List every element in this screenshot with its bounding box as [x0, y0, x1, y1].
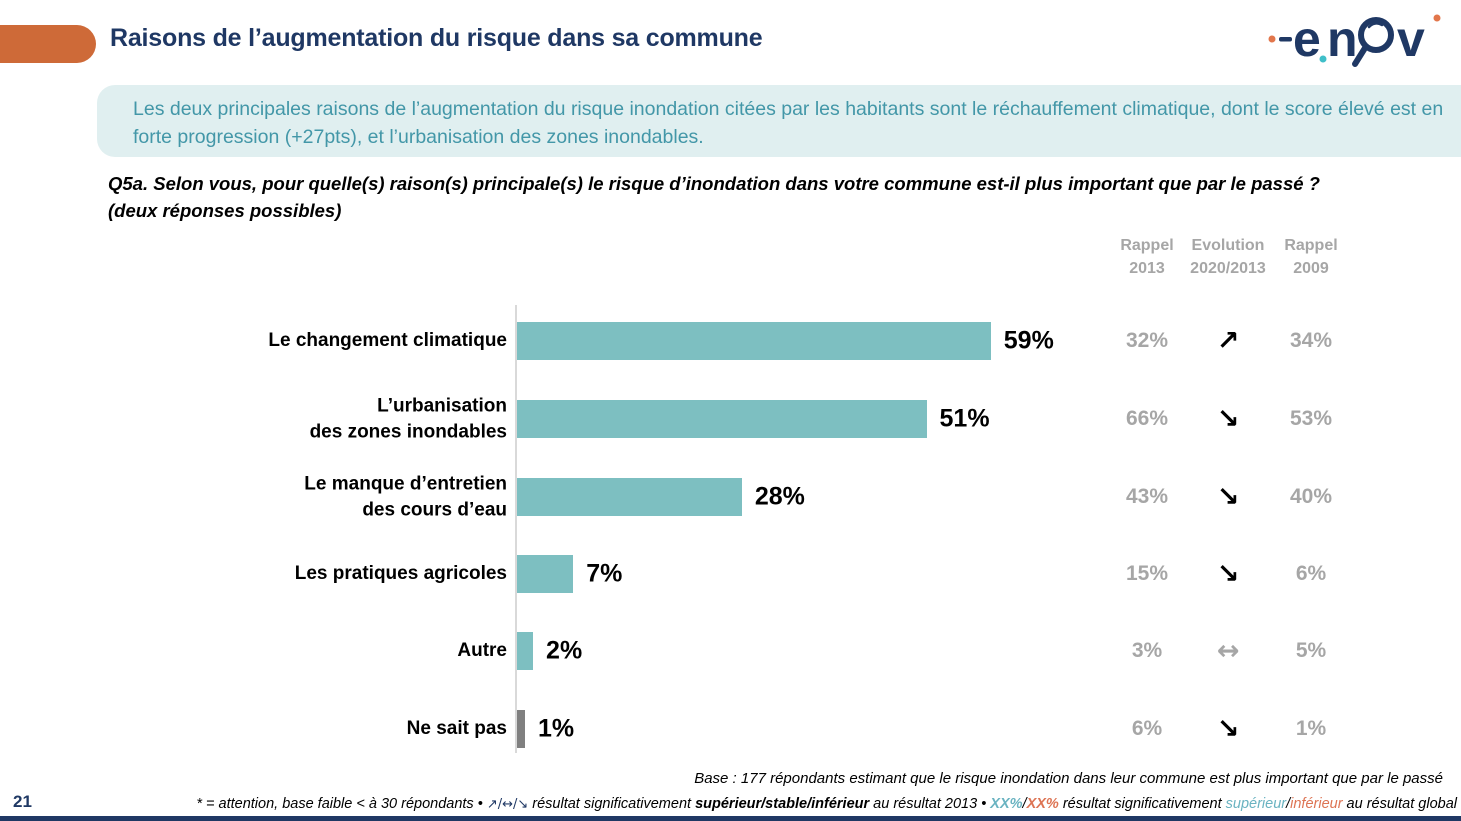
rappel-2013-value: 6% — [1131, 717, 1163, 740]
evolution-down-arrow-icon: ↘ — [1216, 558, 1240, 590]
footnote-superieur: supérieur — [1225, 796, 1287, 812]
rappel-2009-value: 6% — [1295, 562, 1327, 585]
rappel-2009-value: 53% — [1289, 407, 1333, 430]
footnote-bold: supérieur/stable/inférieur — [695, 796, 870, 812]
question-line1: Q5a. Selon vous, pour quelle(s) raison(s… — [108, 173, 1320, 194]
footnote-plain: résultat significativement — [528, 796, 696, 812]
bar — [517, 478, 742, 516]
footnote-xx-teal: XX% — [990, 796, 1023, 812]
column-header-evolution: Evolution 2020/2013 — [1190, 237, 1266, 278]
chart-axis-line — [515, 305, 517, 753]
base-note: Base : 177 répondants estimant que le ri… — [694, 770, 1443, 787]
logo-dash — [1279, 37, 1292, 42]
bottom-bar — [0, 816, 1461, 821]
question-line2: (deux réponses possibles) — [108, 199, 342, 221]
footnote-inferieur: inférieur — [1290, 796, 1343, 812]
logo-magnifier-handle — [1352, 45, 1368, 67]
category-label: Ne sait pas — [406, 718, 507, 740]
chart-row-manque-entretien: Le manque d’entretien des cours d’eau 28… — [0, 458, 1461, 536]
page-number: 21 — [13, 792, 32, 811]
rappel-2013-value: 32% — [1125, 329, 1169, 352]
value-label: 59% — [1003, 326, 1054, 355]
value-label: 2% — [546, 636, 583, 665]
evolution-down-arrow-icon: ↘ — [1216, 403, 1240, 435]
footnote-slash: / — [1286, 796, 1291, 812]
chart-row-urbanisation: L’urbanisation des zones inondables 51% … — [0, 380, 1461, 458]
value-label: 1% — [538, 714, 575, 743]
chart-row-pratiques-agricoles: Les pratiques agricoles 7% 15% ↘ 6% — [0, 535, 1461, 613]
footnote: * = attention, base faible < à 30 répond… — [196, 796, 1457, 812]
footnote-plain: résultat significativement — [1058, 796, 1226, 812]
evolution-stable-arrow-icon: ↔ — [1216, 635, 1240, 667]
rappel-2013-value: 3% — [1131, 639, 1163, 662]
footnote-plain: au résultat 2013 • — [869, 796, 991, 812]
rappel-2013-value: 66% — [1125, 407, 1169, 430]
footnote-plain: * = attention, base faible < à 30 répond… — [196, 796, 487, 812]
logo-letter-v: v — [1397, 11, 1425, 67]
evolution-up-arrow-icon: ↗ — [1216, 325, 1240, 357]
bar — [517, 632, 534, 670]
bar — [517, 555, 574, 593]
value-label: 7% — [586, 559, 623, 588]
logo-magnifier-glass — [1358, 17, 1394, 53]
chart-row-changement-climatique: Le changement climatique 59% 32% ↗ 34% — [0, 302, 1461, 380]
rappel-2013-value: 15% — [1125, 562, 1169, 585]
bar — [517, 710, 526, 748]
logo-orange-dot-right — [1433, 14, 1441, 22]
evolution-down-arrow-icon: ↘ — [1216, 481, 1240, 513]
rappel-2009-value: 40% — [1289, 485, 1333, 508]
chart-row-autre: Autre 2% 3% ↔ 5% — [0, 612, 1461, 690]
logo-magnifier-highlight — [1367, 22, 1384, 29]
column-header-rappel-2009: Rappel 2009 — [1284, 237, 1338, 278]
category-label: Autre — [457, 640, 507, 662]
bar — [517, 400, 927, 438]
footnote-slash: / — [1022, 796, 1027, 812]
footnote-arrows-icon: ↗/↔/↘ — [486, 797, 529, 812]
footnote-plain: au résultat global — [1342, 796, 1457, 812]
rappel-2009-value: 34% — [1289, 329, 1333, 352]
logo-orange-dot-left — [1268, 35, 1276, 43]
logo-letter-e: e — [1293, 11, 1321, 67]
category-label: L’urbanisation des zones inondables — [309, 395, 507, 442]
logo-teal-dot — [1319, 55, 1327, 63]
question-text: Q5a. Selon vous, pour quelle(s) raison(s… — [108, 171, 1320, 225]
category-label: Les pratiques agricoles — [294, 563, 507, 585]
page-title: Raisons de l’augmentation du risque dans… — [110, 24, 763, 52]
category-label: Le changement climatique — [268, 330, 507, 352]
evolution-down-arrow-icon: ↘ — [1216, 713, 1240, 745]
category-label: Le manque d’entretien des cours d’eau — [304, 473, 507, 520]
enov-logo: e n v — [1268, 11, 1441, 67]
value-label: 51% — [939, 404, 990, 433]
chart-row-ne-sait-pas: Ne sait pas 1% 6% ↘ 1% — [0, 690, 1461, 768]
summary-text: Les deux principales raisons de l’augmen… — [133, 98, 1444, 149]
rappel-2009-value: 5% — [1295, 639, 1327, 662]
value-label: 28% — [754, 482, 805, 511]
bar — [517, 322, 991, 360]
summary-box: Les deux principales raisons de l’augmen… — [97, 85, 1461, 157]
rappel-2009-value: 1% — [1295, 717, 1327, 740]
logo-letter-n: n — [1327, 11, 1358, 67]
footnote-xx-orange: XX% — [1026, 796, 1059, 812]
accent-bar — [0, 25, 96, 63]
column-header-rappel-2013: Rappel 2013 — [1120, 237, 1174, 278]
rappel-2013-value: 43% — [1125, 485, 1169, 508]
